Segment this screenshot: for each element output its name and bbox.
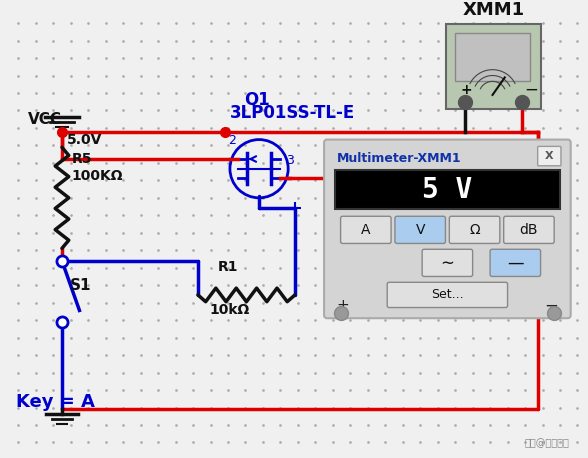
FancyBboxPatch shape xyxy=(504,216,554,244)
FancyBboxPatch shape xyxy=(324,140,571,318)
Text: R1: R1 xyxy=(218,260,238,273)
Text: 100KΩ: 100KΩ xyxy=(72,169,123,183)
Bar xyxy=(335,169,560,208)
FancyBboxPatch shape xyxy=(387,282,507,307)
Text: Q1: Q1 xyxy=(245,91,270,109)
Text: R5: R5 xyxy=(72,152,92,166)
Text: +: + xyxy=(337,298,349,313)
Text: −: − xyxy=(524,81,538,99)
Text: dB: dB xyxy=(520,223,538,237)
Text: 10kΩ: 10kΩ xyxy=(209,303,250,316)
Text: 5 V: 5 V xyxy=(422,176,473,204)
Text: +: + xyxy=(461,83,473,97)
FancyBboxPatch shape xyxy=(446,24,540,109)
FancyBboxPatch shape xyxy=(537,147,561,166)
Text: V: V xyxy=(416,223,425,237)
FancyBboxPatch shape xyxy=(422,249,473,277)
Text: Key = A: Key = A xyxy=(16,393,95,411)
Bar xyxy=(455,33,530,82)
Text: 3: 3 xyxy=(286,154,294,167)
Text: Multimeter-XMM1: Multimeter-XMM1 xyxy=(337,152,462,164)
Text: Set...: Set... xyxy=(431,289,464,301)
Text: X: X xyxy=(545,151,554,161)
Text: A: A xyxy=(361,223,370,237)
Text: 2: 2 xyxy=(228,134,236,147)
FancyBboxPatch shape xyxy=(490,249,540,277)
Text: VCC: VCC xyxy=(28,112,62,127)
Text: XMM1: XMM1 xyxy=(462,1,524,19)
Text: 3LP01SS-TL-E: 3LP01SS-TL-E xyxy=(230,104,355,122)
Text: —: — xyxy=(507,254,524,272)
Text: Ω: Ω xyxy=(469,223,480,237)
Text: 头条@恒闻资讯: 头条@恒闻资讯 xyxy=(525,438,570,448)
Text: 5.0V: 5.0V xyxy=(67,133,102,147)
Text: S1: S1 xyxy=(70,278,91,293)
Text: −: − xyxy=(544,297,558,315)
FancyBboxPatch shape xyxy=(340,216,391,244)
FancyBboxPatch shape xyxy=(449,216,500,244)
FancyBboxPatch shape xyxy=(395,216,446,244)
Text: ∼: ∼ xyxy=(440,254,455,272)
